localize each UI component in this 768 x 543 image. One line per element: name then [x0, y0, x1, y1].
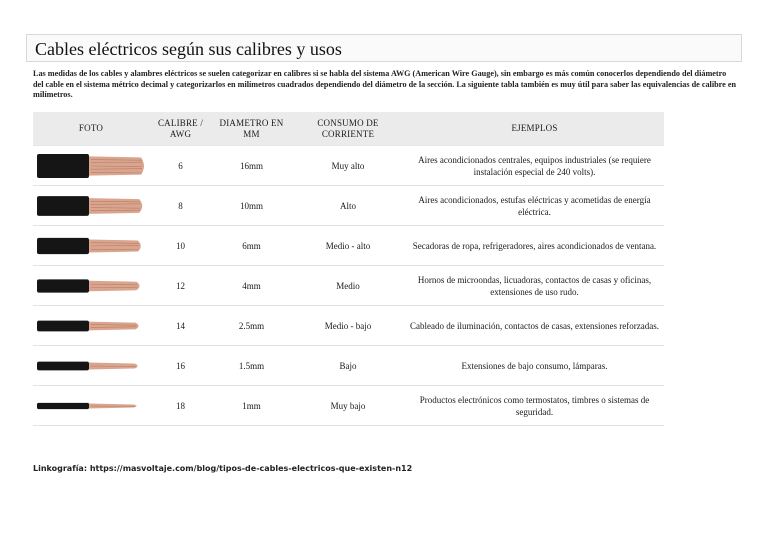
header-diametro: DIAMETRO EN MM	[212, 112, 291, 146]
calibre-cell: 14	[149, 305, 212, 346]
consumo-cell: Alto	[291, 185, 405, 226]
ejemplos-cell: Cableado de iluminación, contactos de ca…	[405, 305, 664, 346]
cable-photo-cell	[33, 225, 149, 266]
table-row: 14 2.5mm Medio - bajo Cableado de iluminaci…	[33, 305, 664, 346]
table-row: 8 10mm Alto Aires acondicionados, estufas e…	[33, 185, 664, 226]
page-title: Cables eléctricos según sus calibres y u…	[35, 39, 342, 59]
consumo-cell: Medio - alto	[291, 225, 405, 266]
table-row: 12 4mm Medio Hornos de microondas, licuador…	[33, 265, 664, 306]
diametro-cell: 6mm	[212, 225, 291, 266]
header-calibre: CALIBRE / AWG	[149, 112, 212, 146]
header-foto: FOTO	[33, 112, 149, 146]
cable-image	[37, 353, 145, 379]
table-row: 18 1mm Muy bajo Productos electrónicos como…	[33, 385, 664, 426]
cable-photo-cell	[33, 185, 149, 226]
header-consumo: CONSUMO DE CORRIENTE	[291, 112, 405, 146]
diametro-cell: 1.5mm	[212, 345, 291, 386]
cable-image	[37, 273, 145, 299]
source-link: Linkografía: https://masvoltaje.com/blog…	[33, 464, 413, 473]
table-row: 6 16mm Muy alto Aires acondicionados centra…	[33, 145, 664, 186]
cable-photo-cell	[33, 345, 149, 386]
ejemplos-cell: Extensiones de bajo consumo, lámparas.	[405, 345, 664, 386]
consumo-cell: Medio	[291, 265, 405, 306]
cable-image	[37, 233, 145, 259]
cable-photo-cell	[33, 305, 149, 346]
cable-image	[37, 153, 145, 179]
consumo-cell: Medio - bajo	[291, 305, 405, 346]
ejemplos-cell: Productos electrónicos como termostatos,…	[405, 385, 664, 426]
title-box: Cables eléctricos según sus calibres y u…	[26, 34, 742, 62]
diametro-cell: 2.5mm	[212, 305, 291, 346]
calibre-cell: 12	[149, 265, 212, 306]
table-row: 16 1.5mm Bajo Extensiones de bajo consumo, …	[33, 345, 664, 386]
diametro-cell: 1mm	[212, 385, 291, 426]
intro-paragraph: Las medidas de los cables y alambres elé…	[33, 69, 737, 99]
diametro-cell: 10mm	[212, 185, 291, 226]
cable-image	[37, 313, 145, 339]
calibre-cell: 10	[149, 225, 212, 266]
calibre-cell: 8	[149, 185, 212, 226]
table-header-row: FOTO CALIBRE / AWG DIAMETRO EN MM CONSUM…	[33, 112, 664, 146]
calibre-cell: 18	[149, 385, 212, 426]
ejemplos-cell: Aires acondicionados, estufas eléctricas…	[405, 185, 664, 226]
ejemplos-cell: Hornos de microondas, licuadoras, contac…	[405, 265, 664, 306]
ejemplos-cell: Secadoras de ropa, refrigeradores, aires…	[405, 225, 664, 266]
consumo-cell: Bajo	[291, 345, 405, 386]
cable-image	[37, 393, 145, 419]
consumo-cell: Muy alto	[291, 145, 405, 186]
diametro-cell: 16mm	[212, 145, 291, 186]
ejemplos-cell: Aires acondicionados centrales, equipos …	[405, 145, 664, 186]
cable-table: FOTO CALIBRE / AWG DIAMETRO EN MM CONSUM…	[33, 112, 664, 426]
calibre-cell: 16	[149, 345, 212, 386]
cable-photo-cell	[33, 145, 149, 186]
cable-image	[37, 193, 145, 219]
cable-photo-cell	[33, 385, 149, 426]
diametro-cell: 4mm	[212, 265, 291, 306]
calibre-cell: 6	[149, 145, 212, 186]
consumo-cell: Muy bajo	[291, 385, 405, 426]
header-ejemplos: EJEMPLOS	[405, 112, 664, 146]
cable-photo-cell	[33, 265, 149, 306]
table-row: 10 6mm Medio - alto Secadoras de ropa, refr…	[33, 225, 664, 266]
